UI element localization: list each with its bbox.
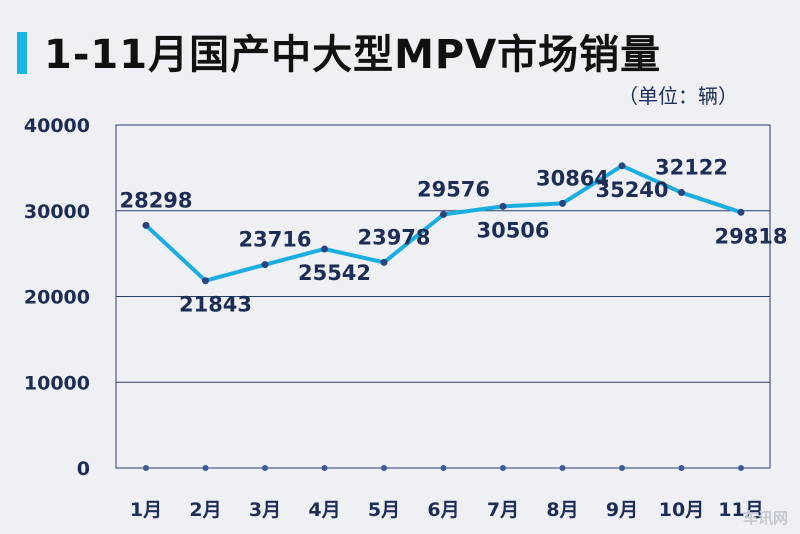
data-label: 21843 bbox=[179, 293, 252, 317]
y-tick-label: 40000 bbox=[24, 115, 90, 137]
x-tick-label: 4月 bbox=[308, 499, 340, 521]
data-label: 25542 bbox=[298, 261, 371, 285]
y-tick-label: 10000 bbox=[24, 372, 90, 394]
y-tick-label: 30000 bbox=[24, 201, 90, 223]
data-point bbox=[737, 208, 745, 216]
data-point bbox=[380, 258, 388, 266]
y-tick-label: 0 bbox=[77, 458, 90, 480]
x-axis-dot bbox=[559, 465, 566, 471]
x-tick-label: 1月 bbox=[130, 499, 162, 521]
x-axis-dot bbox=[500, 465, 506, 471]
data-point bbox=[321, 245, 328, 253]
watermark-logo: 车讯网 bbox=[742, 509, 788, 527]
data-point bbox=[678, 189, 685, 197]
x-axis-dot bbox=[262, 465, 268, 471]
x-tick-label: 9月 bbox=[606, 499, 638, 521]
data-label: 30506 bbox=[476, 218, 549, 242]
data-point bbox=[261, 261, 269, 269]
data-label: 32122 bbox=[655, 156, 728, 180]
x-axis-dot bbox=[321, 465, 328, 471]
chart-title: 1-11月国产中大型MPV市场销量 bbox=[44, 32, 662, 78]
x-tick-label: 11月 bbox=[718, 499, 763, 521]
x-axis-dot bbox=[143, 465, 149, 471]
x-tick-label: 6月 bbox=[427, 499, 459, 521]
x-axis-dot bbox=[738, 465, 744, 471]
x-tick-label: 7月 bbox=[487, 499, 519, 521]
data-label: 23978 bbox=[357, 225, 430, 249]
x-axis-dot bbox=[678, 465, 685, 471]
data-point bbox=[618, 162, 626, 170]
x-axis-dot bbox=[440, 465, 447, 471]
x-tick-label: 2月 bbox=[189, 499, 221, 521]
data-point bbox=[499, 202, 507, 210]
x-axis-dot bbox=[619, 465, 625, 471]
unit-label: （单位：辆） bbox=[618, 84, 738, 108]
data-label: 23716 bbox=[238, 228, 311, 252]
data-point bbox=[142, 221, 150, 229]
x-axis-dot bbox=[381, 465, 387, 471]
x-axis-dot bbox=[202, 465, 209, 471]
data-label: 29576 bbox=[417, 177, 490, 201]
data-label: 30864 bbox=[536, 166, 609, 190]
title-accent-bar bbox=[17, 32, 27, 74]
x-tick-label: 3月 bbox=[249, 499, 281, 521]
data-point bbox=[559, 199, 566, 207]
data-label: 35240 bbox=[595, 178, 668, 202]
x-tick-label: 8月 bbox=[546, 499, 578, 521]
data-label: 28298 bbox=[119, 188, 192, 212]
data-point bbox=[202, 277, 209, 285]
y-tick-label: 20000 bbox=[24, 287, 90, 309]
x-tick-label: 5月 bbox=[368, 499, 400, 521]
data-label: 29818 bbox=[714, 224, 787, 248]
x-tick-label: 10月 bbox=[659, 499, 704, 521]
data-point bbox=[440, 210, 447, 218]
